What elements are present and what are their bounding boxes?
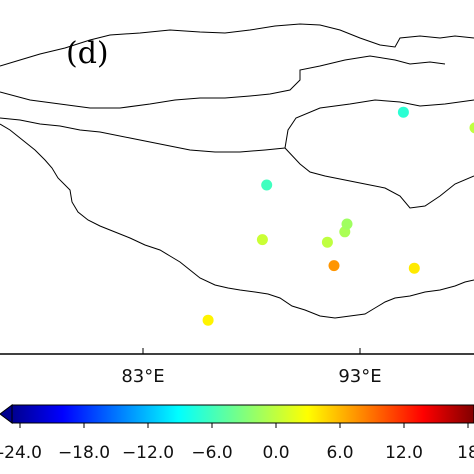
colorbar-tick-label: −12.0	[122, 443, 174, 463]
x-tick-label-83: 83°E	[121, 366, 164, 387]
station-point	[321, 236, 333, 248]
colorbar-ticks: -24.0 −18.0 −12.0 −6.0 0.0 6.0 12.0 18	[0, 423, 474, 463]
station-point	[328, 260, 340, 272]
station-point	[341, 218, 353, 230]
colorbar-tick-label: 6.0	[326, 443, 353, 463]
qaidam-boundary	[284, 99, 474, 209]
colorbar-tick-label: -24.0	[0, 443, 42, 463]
colorbar-bar	[11, 404, 474, 424]
station-point	[256, 234, 268, 246]
colorbar-tick-label: 12.0	[385, 443, 423, 463]
x-tick-label-93: 93°E	[338, 366, 381, 387]
station-point	[261, 179, 273, 191]
station-point	[202, 314, 214, 326]
colorbar	[0, 404, 474, 424]
panel-label: (d)	[66, 36, 109, 71]
station-points	[202, 106, 474, 326]
colorbar-tick-label: 0.0	[262, 443, 289, 463]
plateau-boundary	[0, 23, 474, 319]
colorbar-left-arrow	[0, 404, 13, 424]
station-point	[408, 262, 420, 274]
colorbar-tick-label: −18.0	[58, 443, 110, 463]
colorbar-tick-label: 18	[457, 443, 474, 463]
station-point	[397, 106, 409, 118]
station-point	[469, 122, 474, 134]
tarim-boundary	[0, 55, 446, 153]
x-ticks	[142, 348, 361, 354]
colorbar-tick-label: −6.0	[191, 443, 232, 463]
